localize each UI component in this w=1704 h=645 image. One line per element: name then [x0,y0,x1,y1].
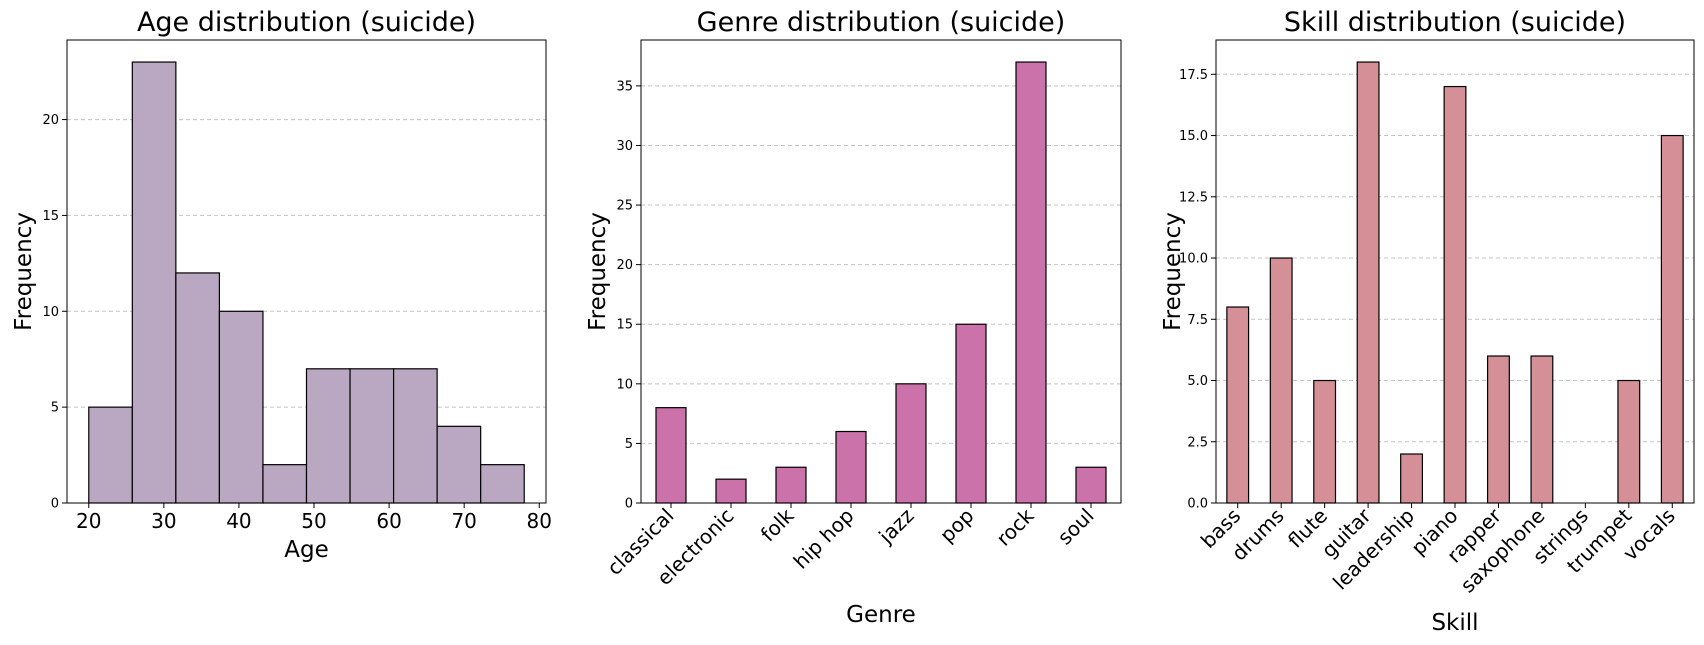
y-tick-label: 35 [616,79,633,94]
y-axis-label: Frequency [11,212,37,331]
x-tick-label: 70 [451,509,476,533]
histogram-bar [392,368,438,504]
histogram-bar [305,368,351,504]
bar [955,323,987,504]
y-tick-label: 20 [616,258,633,273]
y-tick-label: 25 [616,199,633,214]
y-tick-label: 7.5 [1187,313,1208,328]
histogram-bar [131,61,177,504]
x-axis-label: Genre [846,602,916,628]
bar [1269,257,1293,504]
bar [1400,453,1424,504]
bar [1486,355,1510,504]
bar [655,407,687,504]
x-tick-label: 80 [527,509,552,533]
y-tick-label: 12.5 [1179,190,1208,205]
bar [1443,85,1467,504]
histogram-bar [218,310,264,504]
x-tick-label: 20 [76,509,101,533]
x-tick-label: pop [935,504,979,548]
bar [715,478,747,504]
bar [1075,466,1107,504]
plot-frame [66,39,547,504]
x-tick-label: rock [991,503,1038,550]
histogram-bar [88,406,133,504]
chart-title: Skill distribution (suicide) [1284,7,1626,38]
x-tick-label: 30 [151,509,176,533]
y-tick-label: 15.0 [1179,129,1208,144]
bar [1226,306,1250,504]
y-tick-label: 5 [51,401,59,416]
y-tick-label: 0.0 [1187,497,1208,512]
x-axis-label: Age [284,537,328,563]
y-tick-label: 10 [616,377,633,392]
y-axis-label: Frequency [585,212,611,331]
chart-title: Age distribution (suicide) [137,7,476,38]
bar [895,383,927,504]
y-tick-label: 10.0 [1179,252,1208,267]
bar [1356,61,1380,504]
bar [1530,355,1554,504]
plot-frame [640,39,1122,504]
y-tick-label: 5 [625,437,633,452]
histogram-bar [349,368,395,504]
bar [1313,379,1337,504]
y-tick-label: 15 [42,209,59,224]
histogram-bar [175,272,221,504]
y-tick-label: 2.5 [1187,435,1208,450]
bar [775,466,807,504]
histogram-bar [262,464,308,504]
chart-1: Age distribution (suicide) 0 5 10 15 20 20 30 40… [11,7,552,563]
x-axis-label: Skill [1431,610,1478,636]
y-tick-label: 17.5 [1179,68,1208,83]
bar [1015,61,1047,504]
y-tick-label: 0 [625,497,633,512]
x-tick-label: hip hop [789,504,859,574]
y-tick-label: 15 [616,318,633,333]
x-tick-label: folk [756,503,799,546]
chart-title: Genre distribution (suicide) [697,7,1066,38]
x-tick-label: jazz [873,504,918,549]
chart-2: Genre distribution (suicide) 0 5 10 15 20 25 30… [585,7,1122,628]
y-tick-label: 20 [42,113,59,128]
chart-3: Skill distribution (suicide) 0.0 2.5 5.0 7.5… [1160,7,1695,636]
x-tick-label: 60 [376,509,401,533]
bar [1617,379,1641,504]
y-tick-label: 10 [42,305,59,320]
y-tick-label: 0 [51,497,59,512]
histogram-bar [436,425,482,504]
bar [835,430,867,504]
x-tick-label: 50 [301,509,326,533]
histogram-bar [480,464,525,504]
y-tick-label: 30 [616,139,633,154]
y-axis-label: Frequency [1160,212,1186,331]
y-tick-label: 5.0 [1187,374,1208,389]
x-tick-label: 40 [226,509,251,533]
bar [1660,134,1684,504]
x-tick-label: soul [1053,504,1099,550]
